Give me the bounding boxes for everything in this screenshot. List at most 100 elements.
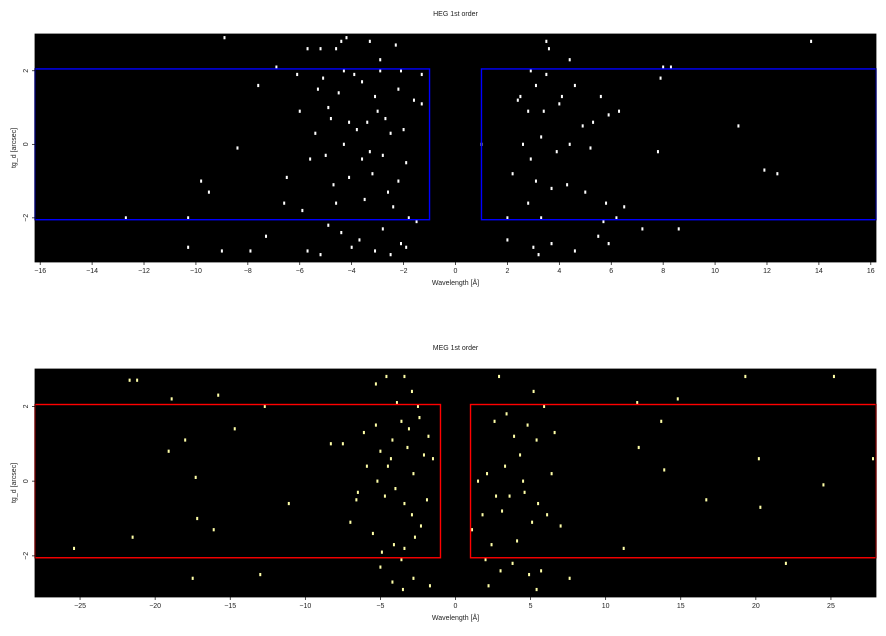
panel-1-event-point: [506, 216, 509, 220]
panel-1-event-point: [545, 39, 548, 43]
panel-2-event-point: [516, 539, 519, 543]
panel-1-event-point: [327, 223, 330, 227]
panel-1-event-point: [412, 98, 415, 102]
panel-2-event-point: [374, 423, 377, 427]
panel-2-event-point: [194, 475, 197, 479]
panel-2-event-point: [376, 479, 379, 483]
panel-1-event-point: [329, 116, 332, 121]
panel-1-event-point: [342, 69, 345, 73]
panel-2-event-point: [403, 374, 406, 379]
panel-1-event-point: [236, 146, 239, 150]
panel-1-event-point: [532, 245, 535, 249]
panel-2-event-point: [676, 397, 679, 401]
panel-1-event-point: [319, 47, 322, 51]
panel-1-event-point: [355, 128, 358, 132]
panel-1-event-point: [389, 253, 392, 257]
panel-1-event-point: [200, 179, 203, 183]
panel-1-event-point: [361, 157, 364, 161]
panel-1-event-point: [550, 186, 553, 191]
panel-1-x-tick-label: 0: [454, 268, 458, 275]
panel-1-event-point: [381, 227, 384, 231]
panel-1-event-point: [298, 109, 301, 113]
panel-2-x-axis-label: Wavelength [Å]: [432, 613, 479, 622]
panel-1-event-point: [529, 157, 532, 161]
panel-2-event-point: [412, 576, 415, 580]
panel-1-x-tick-label: −6: [296, 268, 304, 275]
panel-2-event-point: [663, 468, 666, 472]
panel-2-event-point: [416, 404, 419, 408]
panel-2-event-point: [528, 572, 531, 577]
panel-2-event-point: [519, 453, 522, 457]
panel-2-event-point: [871, 457, 874, 461]
panel-1-event-point: [379, 69, 382, 73]
panel-1-event-point: [301, 208, 304, 213]
panel-2-event-point: [365, 464, 368, 468]
panel-2-event-point: [259, 572, 262, 577]
panel-1-event-point: [374, 249, 377, 253]
panel-2-event-point: [637, 445, 640, 450]
panel-2-event-point: [622, 546, 625, 551]
panel-1-event-point: [568, 58, 571, 62]
panel-2-event-point: [499, 569, 502, 573]
panel-1-event-point: [397, 179, 400, 183]
panel-1-event-point: [324, 153, 327, 157]
panel-1-event-point: [361, 80, 364, 84]
panel-1-event-point: [737, 124, 740, 128]
panel-1-x-tick-label: −14: [86, 268, 98, 275]
panel-2-event-point: [522, 479, 525, 483]
panel-2-event-point: [553, 430, 556, 435]
panel-1-event-point: [340, 39, 343, 43]
panel-1-event-point: [348, 120, 351, 124]
panel-2-plot-area: [35, 369, 876, 597]
panel-2-event-point: [744, 374, 747, 379]
panel-1-event-point: [223, 36, 226, 40]
panel-1-y-tick-label: 2: [23, 69, 30, 73]
panel-2-event-point: [379, 565, 382, 569]
panel-1-event-point: [599, 94, 602, 99]
panel-2-event-point: [505, 412, 508, 416]
panel-1-event-point: [374, 94, 377, 99]
panel-1-event-point: [534, 179, 537, 183]
panel-2-y-axis-label: tg_d [arcsec]: [11, 463, 18, 503]
panel-1-x-tick-label: −12: [138, 268, 150, 275]
panel-2-event-point: [184, 438, 187, 442]
panel-1-event-point: [420, 102, 423, 106]
panel-1-event-point: [592, 120, 595, 124]
panel-2-x-tick-label: 10: [602, 603, 610, 610]
panel-1-event-point: [384, 116, 387, 121]
panel-2-event-point: [355, 498, 358, 502]
panel-1-event-point: [371, 172, 374, 176]
panel-1-event-point: [399, 242, 402, 246]
panel-1-event-point: [641, 227, 644, 231]
panel-2-event-point: [422, 453, 425, 457]
panel-1-event-point: [265, 234, 268, 238]
panel-2-event-point: [391, 438, 394, 442]
panel-2-event-point: [217, 393, 220, 397]
panel-1-x-tick-label: 14: [815, 268, 823, 275]
panel-1-event-point: [677, 227, 680, 231]
panel-1-event-point: [519, 94, 522, 99]
panel-1-x-tick-label: 6: [609, 268, 613, 275]
panel-1-event-point: [402, 128, 405, 132]
panel-2-event-point: [191, 576, 194, 580]
panel-2-event-point: [167, 449, 170, 453]
panel-1-event-point: [327, 105, 330, 110]
panel-2-event-point: [394, 487, 397, 491]
panel-1-event-point: [350, 245, 353, 249]
panel-1-event-point: [392, 205, 395, 209]
panel-1-event-point: [521, 142, 524, 146]
panel-1-event-point: [415, 219, 418, 224]
panel-1-event-point: [332, 183, 335, 187]
panel-1-event-point: [568, 142, 571, 146]
panel-1-event-point: [511, 172, 514, 176]
panel-2-x-tick-label: 25: [827, 603, 835, 610]
panel-2-event-point: [389, 457, 392, 461]
panel-2-event-point: [531, 520, 534, 524]
panel-2-event-point: [329, 442, 332, 446]
panel-2-event-point: [757, 457, 760, 461]
panel-1-event-point: [506, 238, 509, 242]
panel-2-event-point: [498, 374, 501, 379]
panel-2-event-point: [504, 464, 507, 468]
panel-1-event-point: [605, 201, 608, 205]
panel-1-event-point: [534, 83, 537, 88]
